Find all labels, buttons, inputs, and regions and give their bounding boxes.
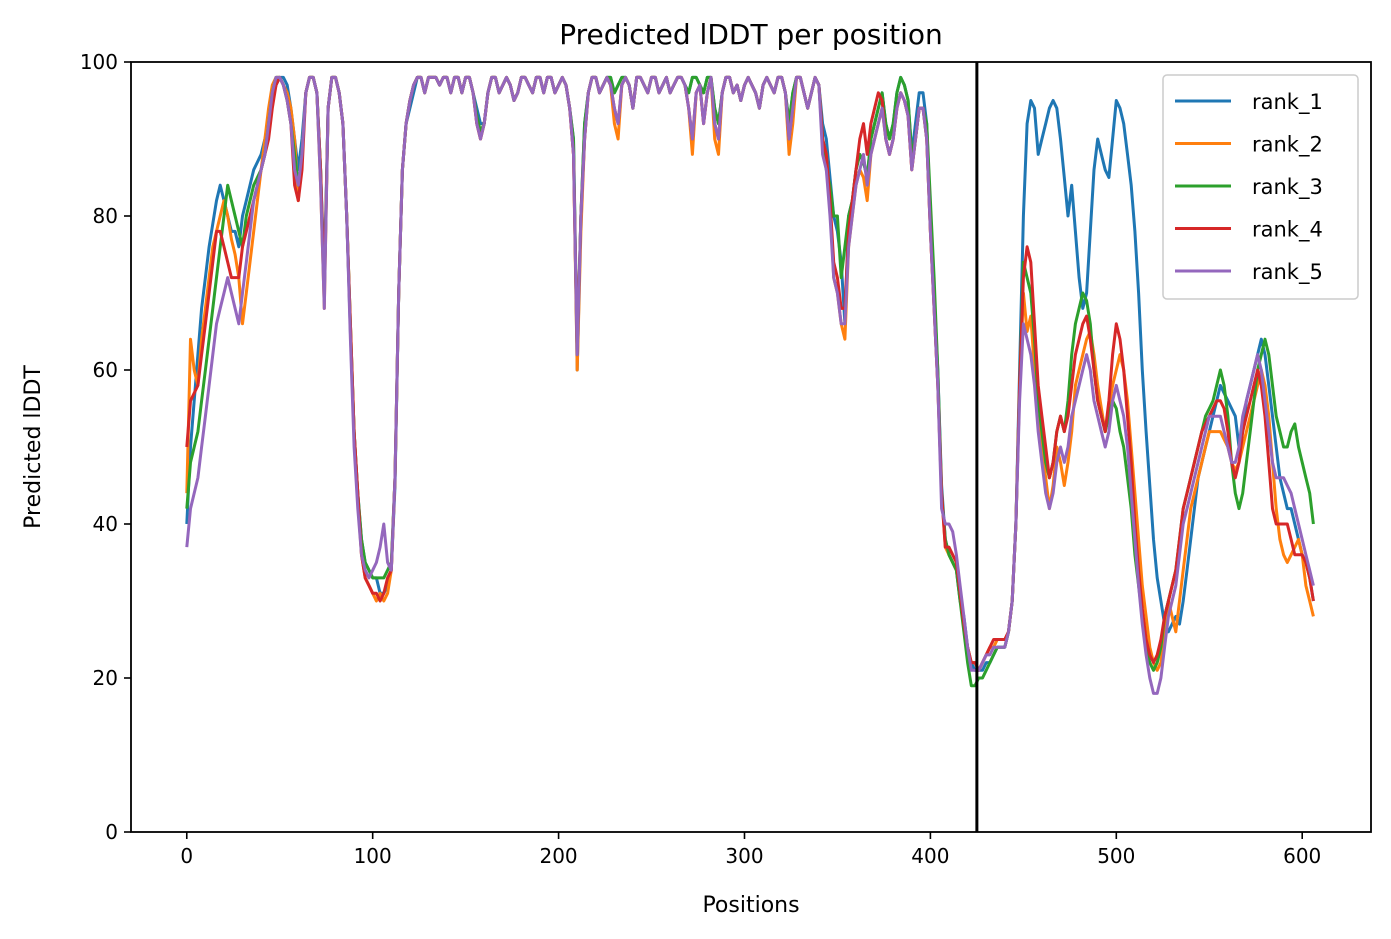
- legend-label-rank_1: rank_1: [1252, 90, 1323, 115]
- y-tick-label: 20: [93, 666, 118, 690]
- y-tick-label: 100: [80, 50, 118, 74]
- x-tick-label: 0: [180, 844, 193, 868]
- y-tick-label: 40: [93, 512, 118, 536]
- y-axis-label: Predicted lDDT: [21, 365, 46, 529]
- x-axis-ticks: 0 100 200 300 400 500 600: [180, 832, 1321, 868]
- x-tick-label: 300: [725, 844, 763, 868]
- y-axis-ticks: 0 20 40 60 80 100: [80, 50, 131, 844]
- legend-box: [1162, 74, 1359, 300]
- x-tick-label: 600: [1283, 844, 1321, 868]
- legend-label-rank_4: rank_4: [1252, 218, 1323, 243]
- x-tick-label: 500: [1097, 844, 1135, 868]
- plot-lines: [185, 75, 1315, 695]
- plot-frame: [130, 61, 1372, 833]
- y-tick-label: 80: [93, 204, 118, 228]
- legend-label-rank_5: rank_5: [1252, 260, 1323, 285]
- legend-label-rank_3: rank_3: [1252, 175, 1323, 200]
- x-tick-label: 200: [539, 844, 577, 868]
- y-tick-label: 60: [93, 358, 118, 382]
- x-tick-label: 400: [911, 844, 949, 868]
- legend-label-rank_2: rank_2: [1252, 133, 1323, 158]
- legend: rank_1 rank_2 rank_3 rank_4 rank_5: [1162, 74, 1359, 300]
- x-axis-label: Positions: [702, 893, 799, 918]
- x-tick-label: 100: [354, 844, 392, 868]
- y-tick-label: 0: [105, 820, 118, 844]
- chart-title: Predicted lDDT per position: [559, 18, 943, 51]
- series-line-rank_5: [185, 75, 1315, 695]
